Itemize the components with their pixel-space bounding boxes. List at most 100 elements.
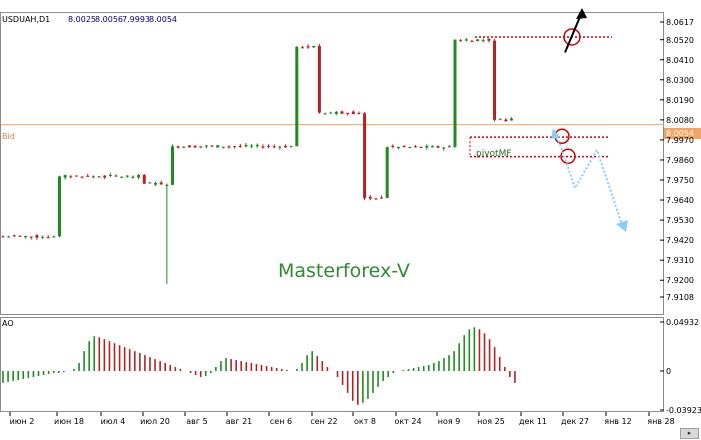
candle-body <box>419 146 423 148</box>
scroll-button[interactable]: ▸ <box>680 428 699 439</box>
candle-body <box>329 112 333 114</box>
bid-label: Bid <box>2 132 15 141</box>
price-tick-label: 7.9310 <box>666 256 694 266</box>
candle-body <box>504 119 508 122</box>
time-tick-label: янв 28 <box>647 417 675 426</box>
time-tick-label: янв 12 <box>604 417 632 426</box>
price-tick-label: 7.9420 <box>666 236 694 246</box>
candle-body <box>171 146 174 185</box>
candle-body <box>391 145 395 147</box>
candle-body <box>52 236 56 238</box>
time-tick-label: июн 18 <box>54 417 84 426</box>
candle-body <box>436 146 440 148</box>
candle-body <box>351 111 355 114</box>
price-tick-label: 8.0190 <box>666 95 694 105</box>
candle-body <box>312 46 316 48</box>
candle-body <box>24 235 28 238</box>
candle-body <box>272 146 276 148</box>
candle-body <box>346 112 350 114</box>
time-tick-label: июн 2 <box>9 417 35 426</box>
price-panel[interactable] <box>0 12 664 315</box>
candle-body <box>221 146 225 148</box>
candle-body <box>402 145 406 147</box>
price-tick-label: 8.0410 <box>666 55 694 65</box>
time-tick-label: ноя 9 <box>437 417 461 426</box>
candle-body <box>261 146 265 148</box>
candle-body <box>7 236 11 238</box>
price-tick-label: 7.9530 <box>666 216 694 226</box>
candle-body <box>498 118 502 120</box>
price-tick-label: 7.9108 <box>666 293 694 302</box>
candle-body <box>69 176 73 178</box>
time-tick-label: авг 5 <box>186 417 208 426</box>
candle-body <box>363 113 367 199</box>
pivot-circle-lower <box>560 148 576 165</box>
candle-body <box>58 176 61 237</box>
candle-body <box>176 146 180 148</box>
forecast-arrow-head <box>616 220 628 232</box>
candle-body <box>481 39 485 41</box>
candle-body <box>442 147 446 149</box>
candle-body <box>295 46 299 147</box>
up-arrow-head <box>576 8 587 19</box>
candle-body <box>216 145 220 148</box>
candle-body <box>86 175 90 177</box>
candle-body <box>227 146 231 148</box>
forecast-arrow-path <box>555 132 624 229</box>
candle-body <box>374 198 378 200</box>
ohlc-open: 8.0025 <box>68 15 96 24</box>
indicator-panel[interactable] <box>0 317 664 412</box>
candle-body <box>12 235 16 237</box>
time-tick-label: дек 11 <box>518 417 548 426</box>
price-tick-label: 7.9640 <box>666 196 694 206</box>
candle-body <box>255 144 259 147</box>
candle-body <box>18 235 22 237</box>
ao-tick-label: -0.03923 <box>666 406 701 415</box>
candle-body <box>425 145 429 148</box>
price-tick-label: 8.0520 <box>666 35 694 45</box>
ohlc-low: 7.9993 <box>122 15 150 24</box>
candle-body <box>108 174 112 176</box>
candle-body <box>131 176 135 178</box>
candle-body <box>63 175 67 178</box>
price-tick-label: 7.9750 <box>666 176 694 185</box>
candle-body <box>204 145 208 147</box>
candle-body <box>233 146 237 148</box>
candle-body <box>430 146 434 148</box>
time-tick-label: июл 4 <box>100 417 126 426</box>
price-tick-label: 7.9970 <box>666 135 694 145</box>
candle-body <box>238 145 242 147</box>
price-tick-label: 8.0080 <box>666 115 694 125</box>
price-tick-label: 7.9860 <box>666 155 694 165</box>
candle-body <box>470 40 474 42</box>
candle-body <box>334 111 338 114</box>
candle-body <box>300 47 304 49</box>
time-tick-label: ноя 25 <box>477 417 505 426</box>
candle-body <box>154 183 158 185</box>
candle-body <box>182 146 186 148</box>
candle-body <box>91 176 95 178</box>
ao-tick-label: 0 <box>666 367 672 376</box>
candle-body <box>159 182 163 185</box>
price-tick-label: 8.0617 <box>666 18 694 27</box>
candle-body <box>397 146 400 148</box>
candle-body <box>210 145 214 147</box>
candle-body <box>35 235 39 238</box>
candle-body <box>41 236 45 238</box>
ohlc-high: 8.0056 <box>95 15 123 24</box>
candle-body <box>278 146 282 148</box>
candle-body <box>103 175 107 178</box>
candle-body <box>380 197 384 199</box>
candle-body <box>459 40 463 42</box>
candle-body <box>413 146 417 148</box>
candle-body <box>46 237 50 239</box>
candle-body <box>357 113 361 115</box>
candle-body <box>487 38 491 41</box>
time-tick-label: сен 22 <box>310 417 338 426</box>
time-tick-label: дек 27 <box>560 417 590 426</box>
time-tick-label: сен 6 <box>269 417 293 426</box>
time-tick-label: окт 24 <box>394 417 422 426</box>
resistance-circle <box>563 28 581 46</box>
candle-body <box>493 40 497 120</box>
